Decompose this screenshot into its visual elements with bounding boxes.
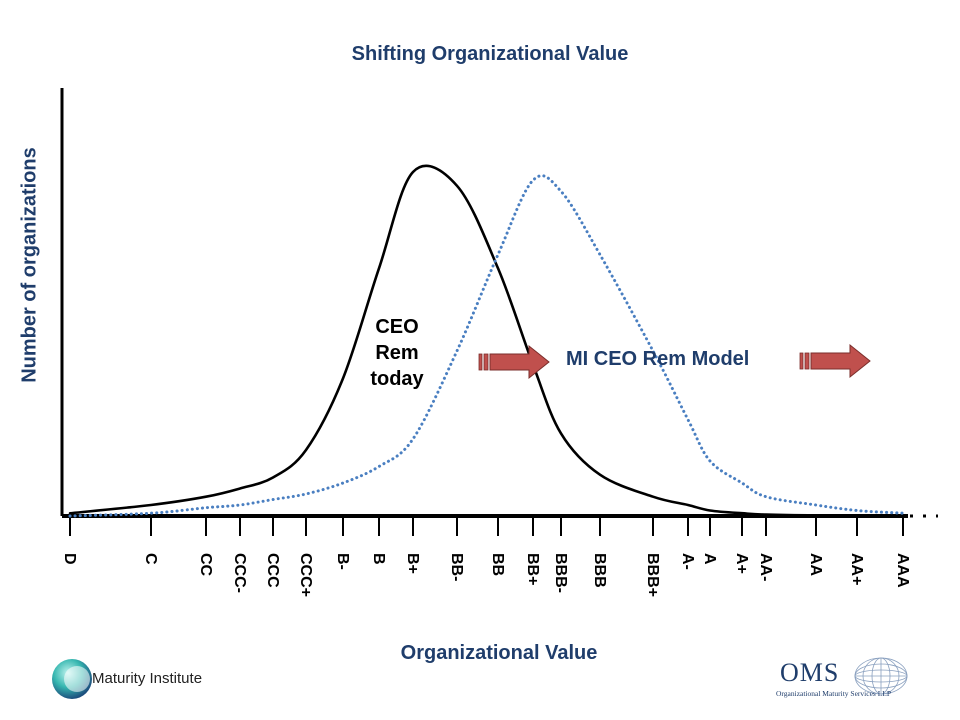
x-tick-label: BB+ <box>524 553 541 586</box>
annotation-mi-ceo-rem-model: MI CEO Rem Model <box>566 348 750 370</box>
arrow-right-2 <box>799 343 871 379</box>
x-tick-label: CCC+ <box>297 553 314 598</box>
chart-title: Shifting Organizational Value <box>351 43 629 65</box>
axes <box>60 88 938 518</box>
oms-text: OMS <box>780 658 840 687</box>
x-tick-label: CC <box>197 553 214 577</box>
x-tick-label: BBB+ <box>644 553 661 598</box>
arrow-right-1 <box>478 344 550 380</box>
oms-logo: OMS Organizational Maturity Services LLP <box>773 656 933 706</box>
x-tick-label: CCC- <box>231 553 248 593</box>
maturity-institute-text: Maturity Institute <box>92 670 203 687</box>
arrow-stripe <box>478 353 483 371</box>
arrow-stripe <box>804 352 810 370</box>
arrow-body <box>810 343 871 379</box>
x-tick-label: C <box>142 553 159 565</box>
arrow-layer <box>478 343 871 380</box>
x-tick-label: AAA <box>894 553 911 588</box>
annotation-line-3: today <box>370 368 424 390</box>
annotation-line-2: Rem <box>375 342 419 364</box>
x-tick-label: BB- <box>448 553 465 582</box>
series-layer <box>68 164 905 518</box>
x-tick-label: B- <box>334 553 351 570</box>
x-tick-label: AA <box>807 553 824 577</box>
arrow-body <box>489 344 550 380</box>
oms-globe-icon <box>854 657 908 695</box>
x-tick-label: CCC <box>264 553 281 588</box>
x-tick-label: B <box>370 553 387 565</box>
y-axis-label: Number of organizations <box>18 147 41 383</box>
x-tick-label: BB <box>489 553 506 577</box>
maturity-institute-logo: Maturity Institute <box>50 655 203 705</box>
globe-icon <box>52 659 92 699</box>
x-axis-label: Organizational Value <box>400 642 598 664</box>
arrow-stripe <box>799 352 804 370</box>
series-line-ceo-rem-today <box>68 164 905 518</box>
x-tick-label: AA- <box>757 553 774 582</box>
annotation-line-1: CEO <box>375 316 419 338</box>
series-line-mi-ceo-rem-model <box>68 174 905 518</box>
x-tick-label: BBB- <box>552 553 569 593</box>
arrow-stripe <box>483 353 489 371</box>
annotation-ceo-rem-today: CEO Rem today <box>355 314 439 392</box>
x-tick-label: A+ <box>733 553 750 574</box>
x-ticks <box>69 516 904 536</box>
x-tick-label: A <box>701 553 718 565</box>
oms-tagline: Organizational Maturity Services LLP <box>776 689 892 698</box>
x-tick-label: BBB <box>591 553 608 588</box>
x-tick-label: D <box>61 553 78 565</box>
x-tick-label: AA+ <box>848 553 865 586</box>
x-tick-label: B+ <box>404 553 421 574</box>
x-tick-label: A- <box>679 553 696 570</box>
